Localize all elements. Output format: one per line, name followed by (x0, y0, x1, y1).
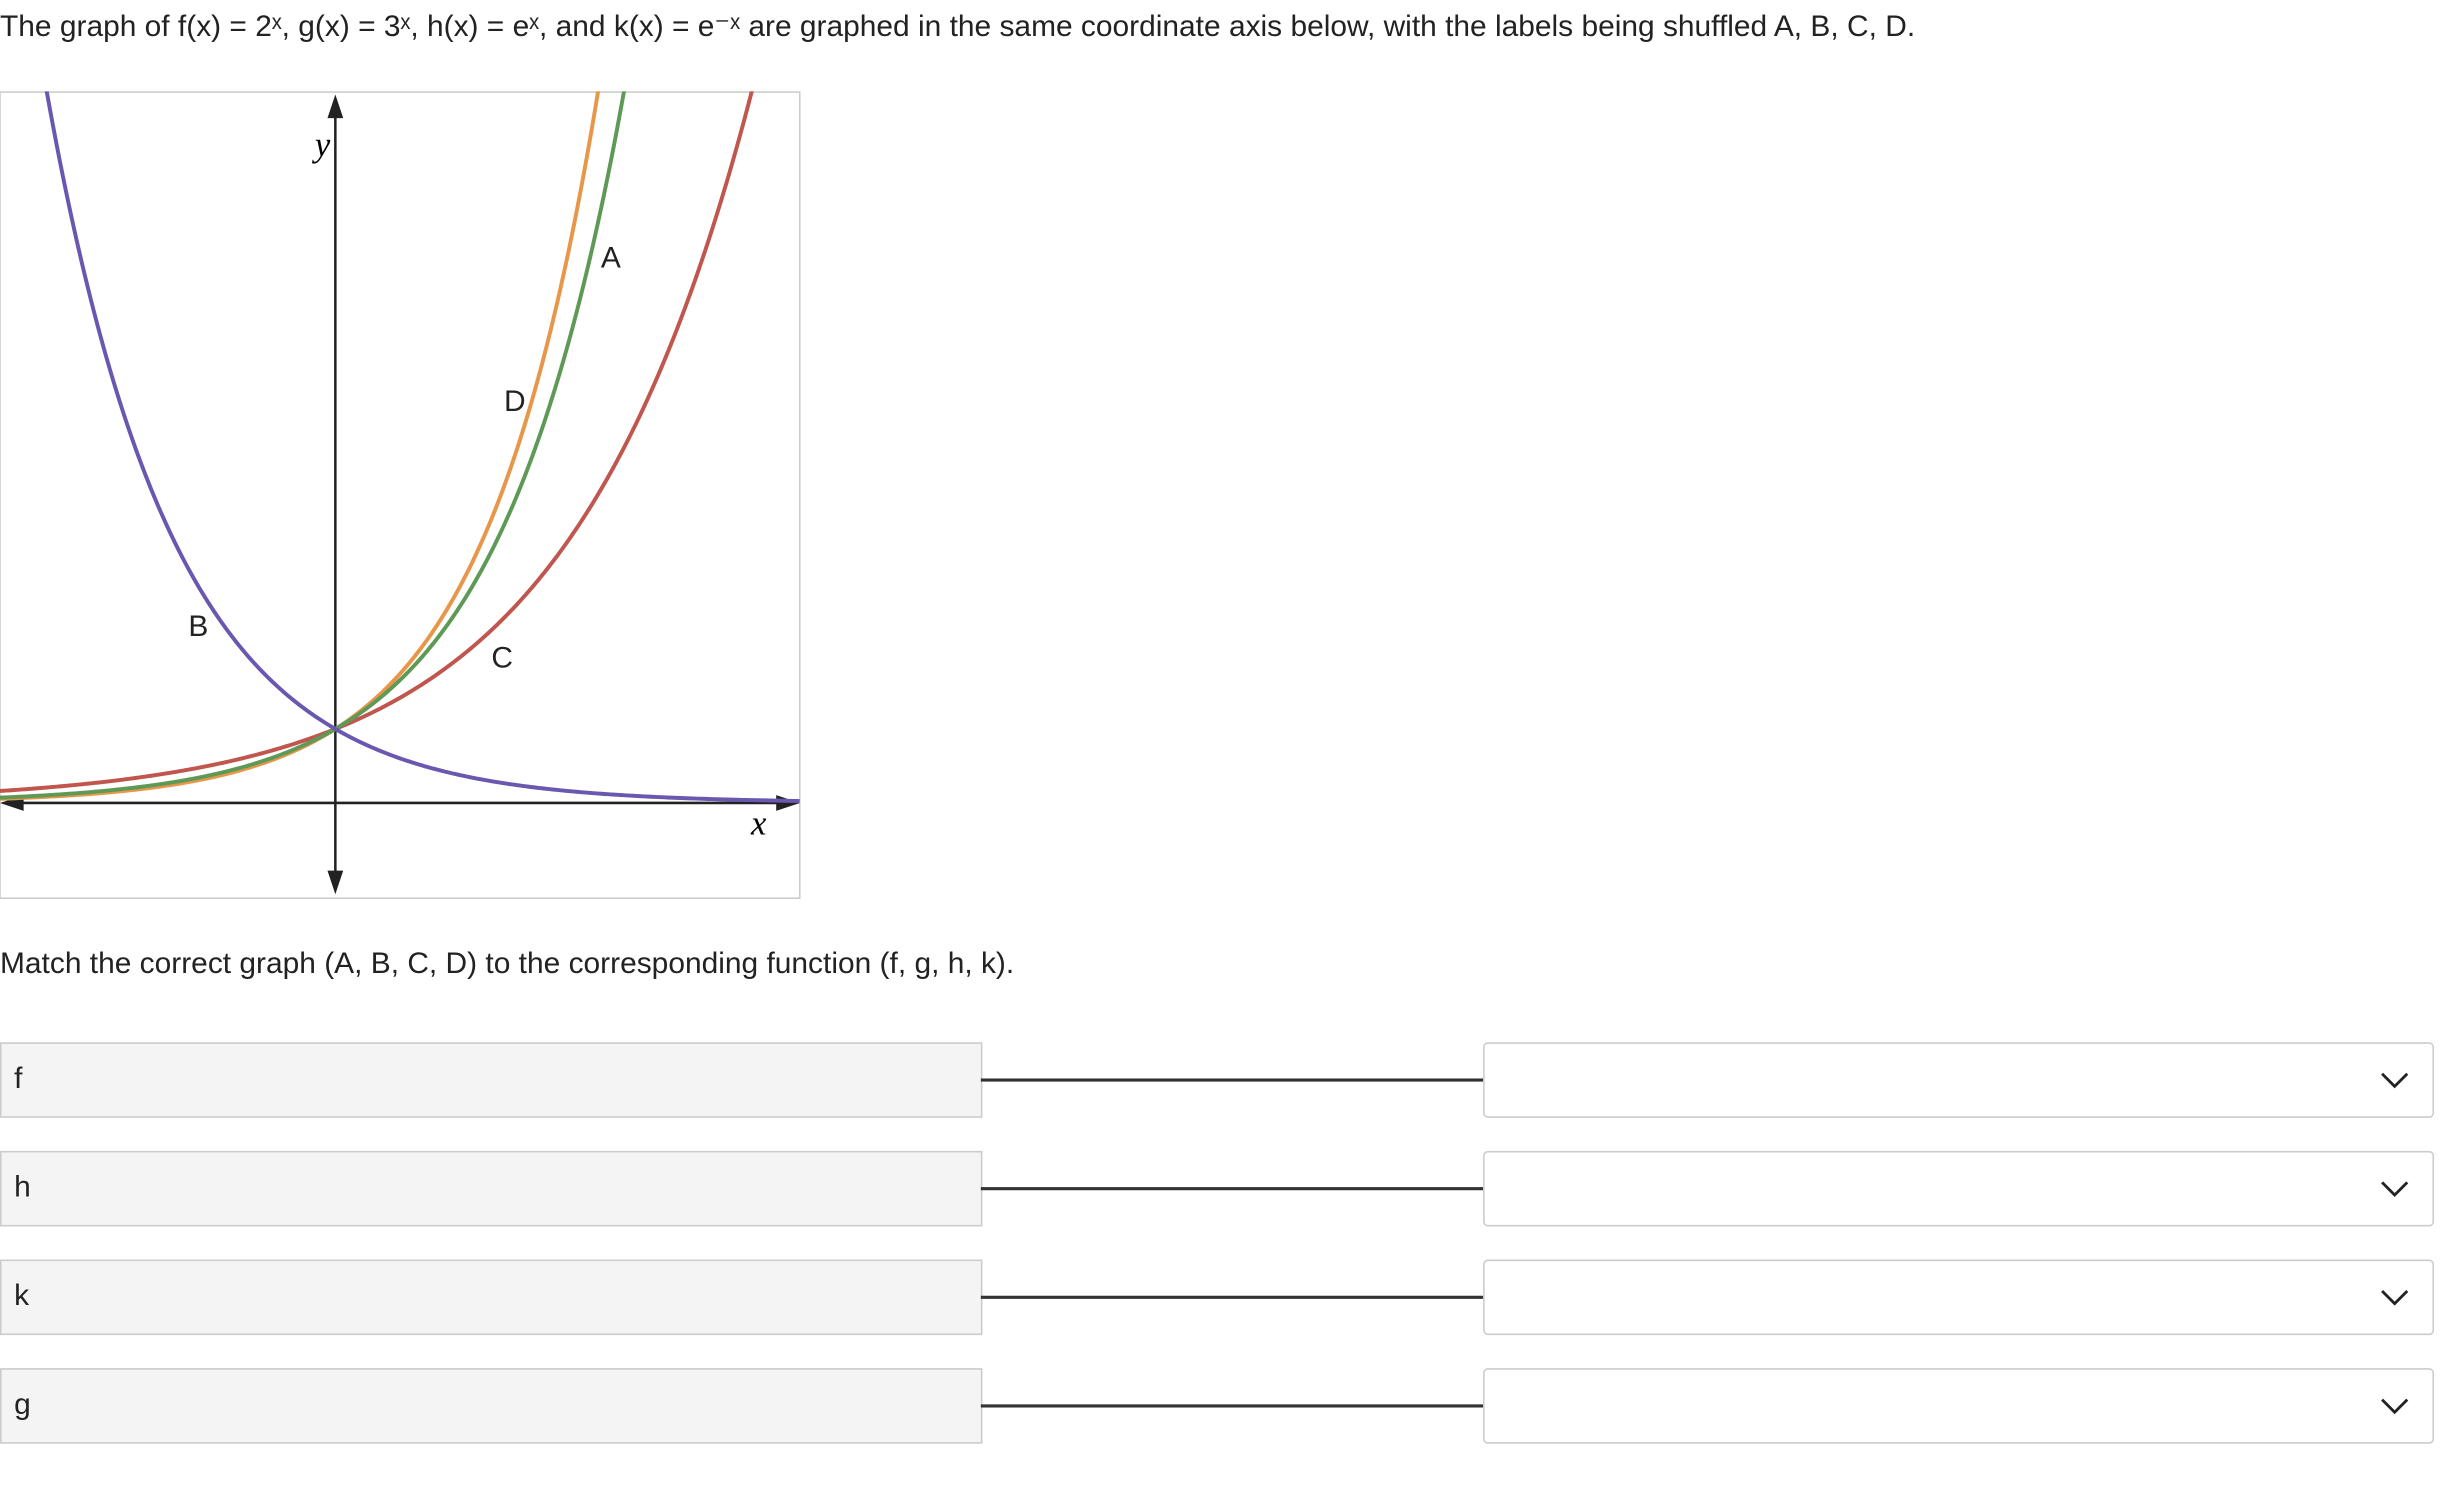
curve-label: B (188, 610, 208, 643)
curve (44, 91, 800, 803)
function-label: g (14, 1388, 31, 1422)
match-row: f (0, 1042, 2456, 1118)
function-label: f (14, 1062, 23, 1096)
dropdown[interactable] (1483, 1150, 2435, 1227)
curve (0, 91, 601, 801)
curve-label: D (504, 385, 526, 418)
graph: y x A B C D (0, 91, 801, 899)
chevron (2381, 1072, 2409, 1089)
function-label: k (14, 1279, 30, 1314)
curve-label: A (601, 242, 621, 275)
y-label: y (312, 126, 331, 164)
function-box: h (0, 1150, 983, 1227)
dropdown[interactable] (1483, 1368, 2435, 1444)
match-row: h (0, 1150, 2456, 1227)
match-row: g (0, 1368, 2456, 1444)
dropdown[interactable] (1483, 1259, 2435, 1336)
connector (980, 1078, 1484, 1082)
instruction: Match the correct graph (A, B, C, D) to … (0, 947, 1015, 981)
curve-label: C (491, 642, 513, 675)
x-label: x (750, 804, 767, 842)
curve (0, 91, 627, 800)
function-box: f (0, 1042, 983, 1118)
connector (980, 1295, 1484, 1299)
chevron (2381, 1290, 2409, 1306)
chevron (2381, 1398, 2409, 1415)
chevron (2381, 1181, 2409, 1197)
curve (0, 91, 754, 793)
function-box: k (0, 1259, 983, 1336)
connector (980, 1187, 1484, 1191)
function-label: h (14, 1171, 31, 1205)
arrow (327, 94, 344, 119)
arrow (327, 870, 344, 895)
connector (980, 1404, 1484, 1408)
graph-frame (0, 91, 801, 899)
function-box: g (0, 1368, 983, 1444)
match-row: k (0, 1259, 2456, 1336)
dropdown[interactable] (1483, 1042, 2435, 1118)
question: The graph of f(x) = 2ˣ, g(x) = 3ˣ, h(x) … (0, 11, 1916, 45)
